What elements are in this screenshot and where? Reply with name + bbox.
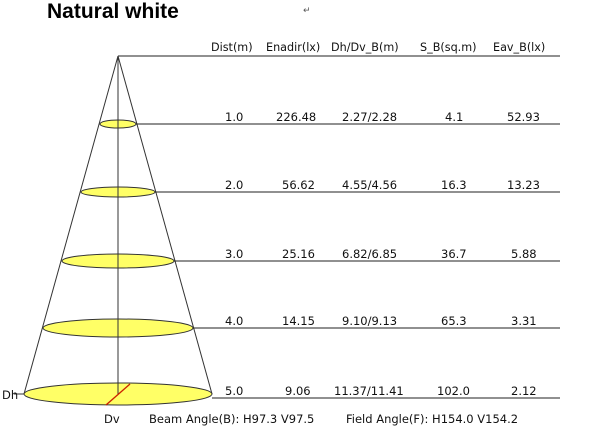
cone-left-edge — [23, 55, 119, 395]
row-enadir: 226.48 — [276, 110, 316, 124]
row-area: 36.7 — [441, 247, 467, 261]
beam-angle-label: Beam Angle(B): H97.3 V97.5 — [149, 412, 314, 426]
row-dhdv: 9.10/9.13 — [342, 314, 397, 328]
dv-label: Dv — [104, 412, 120, 426]
row-eav: 13.23 — [507, 178, 540, 192]
header-enadir: Enadir(lx) — [266, 41, 320, 54]
row-dhdv: 11.37/11.41 — [334, 384, 404, 398]
header-eav: Eav_B(lx) — [493, 41, 545, 54]
table-header: Dist(m) Enadir(lx) Dh/Dv_B(m) S_B(sq.m) … — [211, 41, 545, 54]
row-area: 16.3 — [441, 178, 467, 192]
table-row: 1.0 226.48 2.27/2.28 4.1 52.93 — [225, 110, 540, 124]
row-enadir: 56.62 — [282, 178, 315, 192]
dv-line — [105, 383, 131, 406]
row-area: 4.1 — [445, 110, 463, 124]
row-dhdv: 2.27/2.28 — [342, 110, 397, 124]
table-row: 4.0 14.15 9.10/9.13 65.3 3.31 — [225, 314, 537, 328]
table-row: 3.0 25.16 6.82/6.85 36.7 5.88 — [225, 247, 537, 261]
header-dhdv: Dh/Dv_B(m) — [331, 41, 399, 54]
row-enadir: 25.16 — [282, 247, 315, 261]
row-eav: 3.31 — [511, 314, 537, 328]
header-area: S_B(sq.m) — [420, 41, 476, 54]
row-eav: 5.88 — [511, 247, 537, 261]
row-enadir: 14.15 — [282, 314, 315, 328]
cone-right-edge — [117, 55, 213, 395]
row-dist: 5.0 — [225, 384, 243, 398]
row-dhdv: 6.82/6.85 — [342, 247, 397, 261]
row-dist: 3.0 — [225, 247, 243, 261]
row-area: 65.3 — [441, 314, 467, 328]
dh-label: Dh — [2, 388, 18, 402]
row-dist: 2.0 — [225, 178, 243, 192]
header-dist: Dist(m) — [211, 41, 253, 54]
table-row: 2.0 56.62 4.55/4.56 16.3 13.23 — [225, 178, 540, 192]
row-dhdv: 4.55/4.56 — [342, 178, 397, 192]
return-mark: ↵ — [303, 6, 311, 16]
row-dist: 1.0 — [225, 110, 243, 124]
row-dist: 4.0 — [225, 314, 243, 328]
field-angle-label: Field Angle(F): H154.0 V154.2 — [346, 412, 518, 426]
row-area: 102.0 — [437, 384, 470, 398]
page-title: Natural white — [47, 0, 179, 23]
row-enadir: 9.06 — [285, 384, 311, 398]
row-eav: 52.93 — [507, 110, 540, 124]
table-row: 5.0 9.06 11.37/11.41 102.0 2.12 — [225, 384, 537, 398]
row-eav: 2.12 — [511, 384, 537, 398]
